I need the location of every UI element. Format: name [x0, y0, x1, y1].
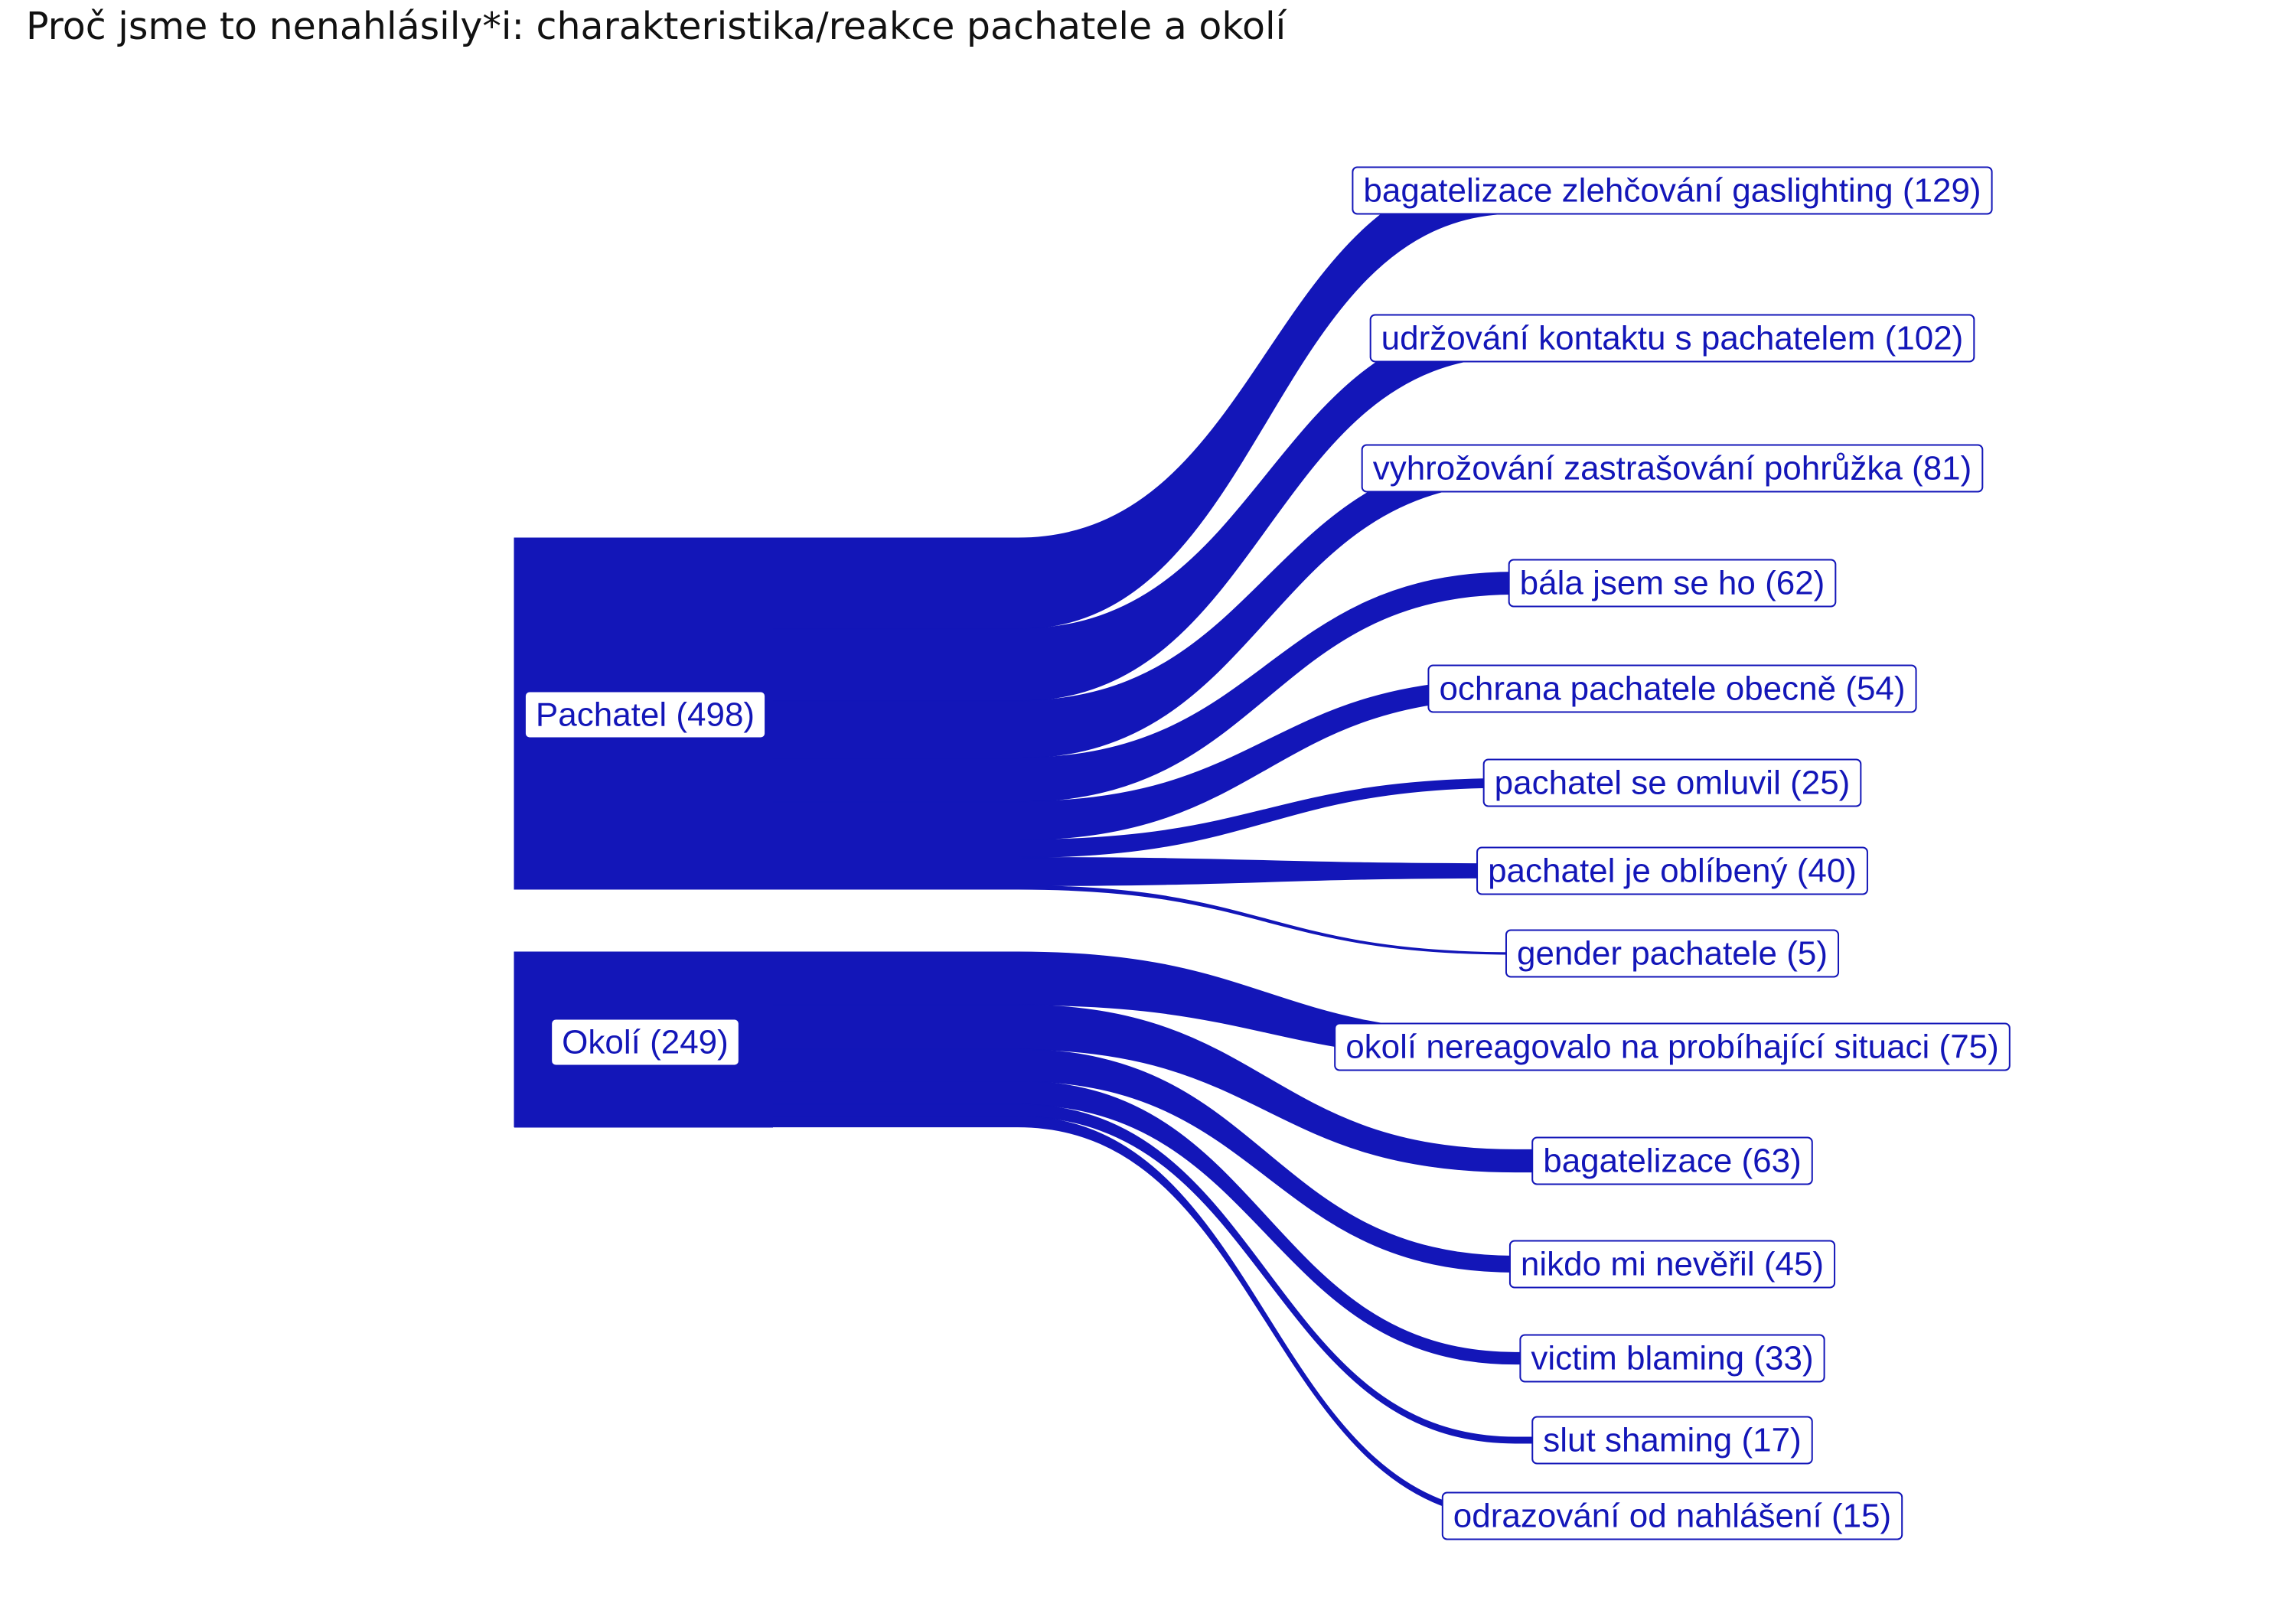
- target-label: pachatel je oblíbený (40): [1488, 852, 1857, 890]
- target-label-box: [1505, 929, 1840, 978]
- target-label-group: vyhrožování zastrašování pohrůžka (81): [1361, 444, 1984, 493]
- target-label-box: [1519, 1334, 1825, 1383]
- target-label: gender pachatele (5): [1517, 935, 1828, 973]
- labels-group: Pachatel (498) Okolí (249) bagatelizace zl…: [523, 166, 2011, 1540]
- target-label: udržování kontaktu s pachatelem (102): [1381, 320, 1964, 357]
- source-label-box: [523, 690, 767, 739]
- source-label: Okolí (249): [562, 1024, 729, 1061]
- target-label-group: odrazování od nahlášení (15): [1441, 1491, 1903, 1540]
- target-label-box: [1361, 444, 1984, 493]
- target-label-group: slut shaming (17): [1531, 1416, 1813, 1465]
- target-label-group: victim blaming (33): [1519, 1334, 1825, 1383]
- target-label: vyhrožování zastrašování pohrůžka (81): [1373, 450, 1972, 487]
- target-label: bagatelizace (63): [1543, 1143, 1802, 1180]
- target-label: odrazování od nahlášení (15): [1453, 1498, 1891, 1535]
- target-label-box: [1531, 1136, 1813, 1185]
- source-label-box: [550, 1018, 740, 1067]
- source-label-group: Okolí (249): [550, 1018, 740, 1067]
- target-label-box: [1476, 846, 1868, 895]
- target-label-group: gender pachatele (5): [1505, 929, 1840, 978]
- target-label-group: bála jsem se ho (62): [1508, 559, 1837, 608]
- target-label-group: nikdo mi nevěřil (45): [1508, 1240, 1836, 1289]
- target-label-box: [1369, 314, 1975, 363]
- target-label-box: [1482, 758, 1862, 807]
- source-label-group: Pachatel (498): [523, 690, 767, 739]
- target-label-box: [1531, 1416, 1813, 1465]
- target-label-group: bagatelizace zlehčování gaslighting (129…: [1352, 166, 1993, 215]
- target-label: ochrana pachatele obecně (54): [1439, 670, 1905, 708]
- source-label: Pachatel (498): [536, 696, 755, 734]
- target-label-group: okolí nereagovalo na probíhající situaci…: [1334, 1022, 2011, 1071]
- target-label-group: udržování kontaktu s pachatelem (102): [1369, 314, 1975, 363]
- target-label: victim blaming (33): [1531, 1340, 1813, 1377]
- target-label: pachatel se omluvil (25): [1495, 764, 1851, 802]
- target-label: nikdo mi nevěřil (45): [1521, 1246, 1824, 1283]
- target-label: bála jsem se ho (62): [1520, 565, 1825, 602]
- target-label-box: [1508, 559, 1837, 608]
- target-label-group: ochrana pachatele obecně (54): [1427, 664, 1917, 713]
- target-label-box: [1441, 1491, 1903, 1540]
- chart-title: Proč jsme to nenahlásily*i: charakterist…: [26, 5, 1287, 48]
- target-label-box: [1508, 1240, 1836, 1289]
- target-label-group: bagatelizace (63): [1531, 1136, 1813, 1185]
- target-label-box: [1352, 166, 1993, 215]
- target-label: slut shaming (17): [1543, 1422, 1801, 1459]
- target-label: okolí nereagovalo na probíhající situaci…: [1345, 1028, 1999, 1066]
- target-label-box: [1334, 1022, 2011, 1071]
- target-label-box: [1427, 664, 1917, 713]
- target-label-group: pachatel je oblíbený (40): [1476, 846, 1868, 895]
- target-label: bagatelizace zlehčování gaslighting (129…: [1363, 172, 1981, 210]
- target-label-group: pachatel se omluvil (25): [1482, 758, 1862, 807]
